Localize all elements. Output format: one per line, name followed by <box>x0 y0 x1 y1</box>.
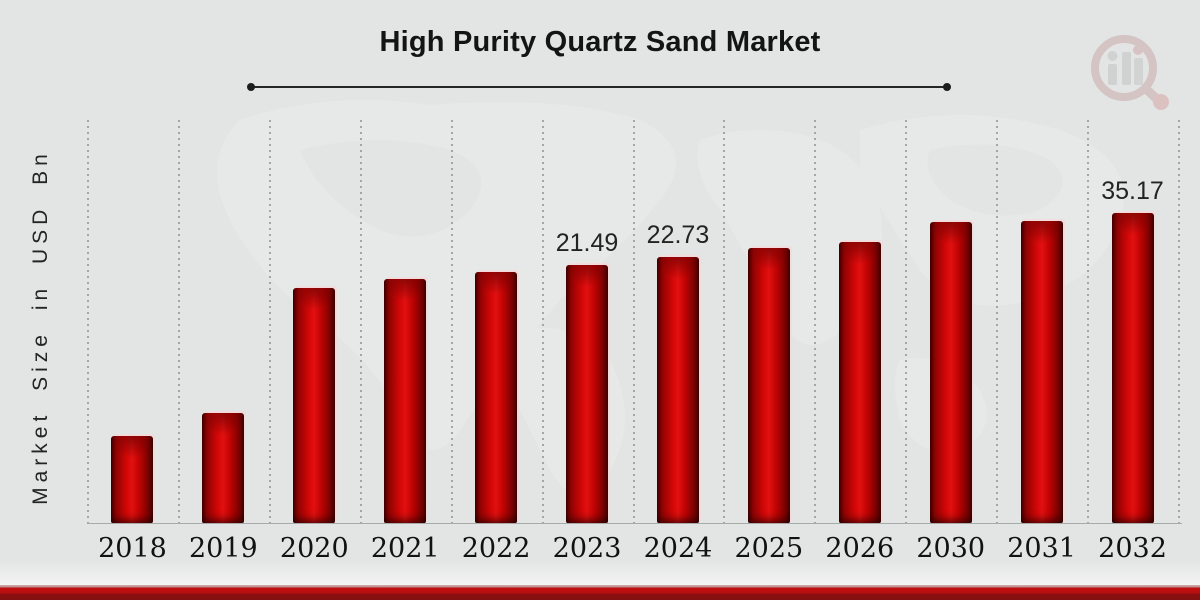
x-tick-2023: 2023 <box>552 533 622 564</box>
bar-2023 <box>566 265 609 523</box>
x-tick-2018: 2018 <box>98 533 167 564</box>
bar-value-label-2032: 35.17 <box>1101 177 1164 205</box>
vertical-gridline <box>269 120 271 523</box>
bar-2020 <box>293 288 336 523</box>
x-tick-2031: 2031 <box>1007 533 1076 564</box>
footer-accent-bar <box>0 585 1200 600</box>
vertical-gridline <box>178 120 180 523</box>
bar-2030 <box>929 222 972 523</box>
vertical-gridline <box>723 120 725 523</box>
vertical-gridline <box>542 120 544 523</box>
bottom-fade <box>0 561 1200 587</box>
bar-2026 <box>838 242 881 523</box>
x-axis-line <box>87 523 1182 524</box>
x-tick-2025: 2025 <box>734 533 804 564</box>
x-tick-2022: 2022 <box>461 533 531 564</box>
bar-2032 <box>1111 213 1154 523</box>
y-axis-label: Market Size in USD Bn <box>29 149 52 505</box>
vertical-gridline <box>905 120 907 523</box>
vertical-gridline <box>360 120 362 523</box>
page-title: High Purity Quartz Sand Market <box>379 26 821 58</box>
x-tick-2024: 2024 <box>643 533 713 564</box>
bar-2031 <box>1020 221 1063 523</box>
x-tick-2030: 2030 <box>916 533 986 564</box>
bar-2021 <box>384 279 427 523</box>
vertical-gridline <box>87 120 89 523</box>
x-tick-2020: 2020 <box>279 533 349 564</box>
bar-chart: 2018 2019 2020 2021 2022 21.49 2023 22.73 2024 20… <box>87 120 1182 564</box>
underline-right-dot <box>943 83 951 91</box>
x-tick-2026: 2026 <box>825 533 895 564</box>
magnifier-logo-watermark <box>1091 35 1169 110</box>
vertical-gridline <box>1178 120 1180 523</box>
title-underline <box>247 83 951 91</box>
x-tick-2032: 2032 <box>1098 533 1167 564</box>
bar-2024 <box>656 257 699 523</box>
vertical-gridline <box>996 120 998 523</box>
vertical-gridline <box>633 120 635 523</box>
vertical-gridline <box>451 120 453 523</box>
bar-value-label-2024: 22.73 <box>646 221 710 249</box>
underline-left-dot <box>247 83 255 91</box>
vertical-gridline <box>1087 120 1089 523</box>
vertical-gridline <box>814 120 816 523</box>
bar-2018 <box>111 436 154 523</box>
bar-2019 <box>202 413 245 523</box>
bar-2025 <box>747 248 790 523</box>
x-tick-2021: 2021 <box>370 533 440 564</box>
x-tick-2019: 2019 <box>189 533 258 564</box>
bar-2022 <box>475 272 518 523</box>
bar-value-label-2023: 21.49 <box>555 229 619 257</box>
